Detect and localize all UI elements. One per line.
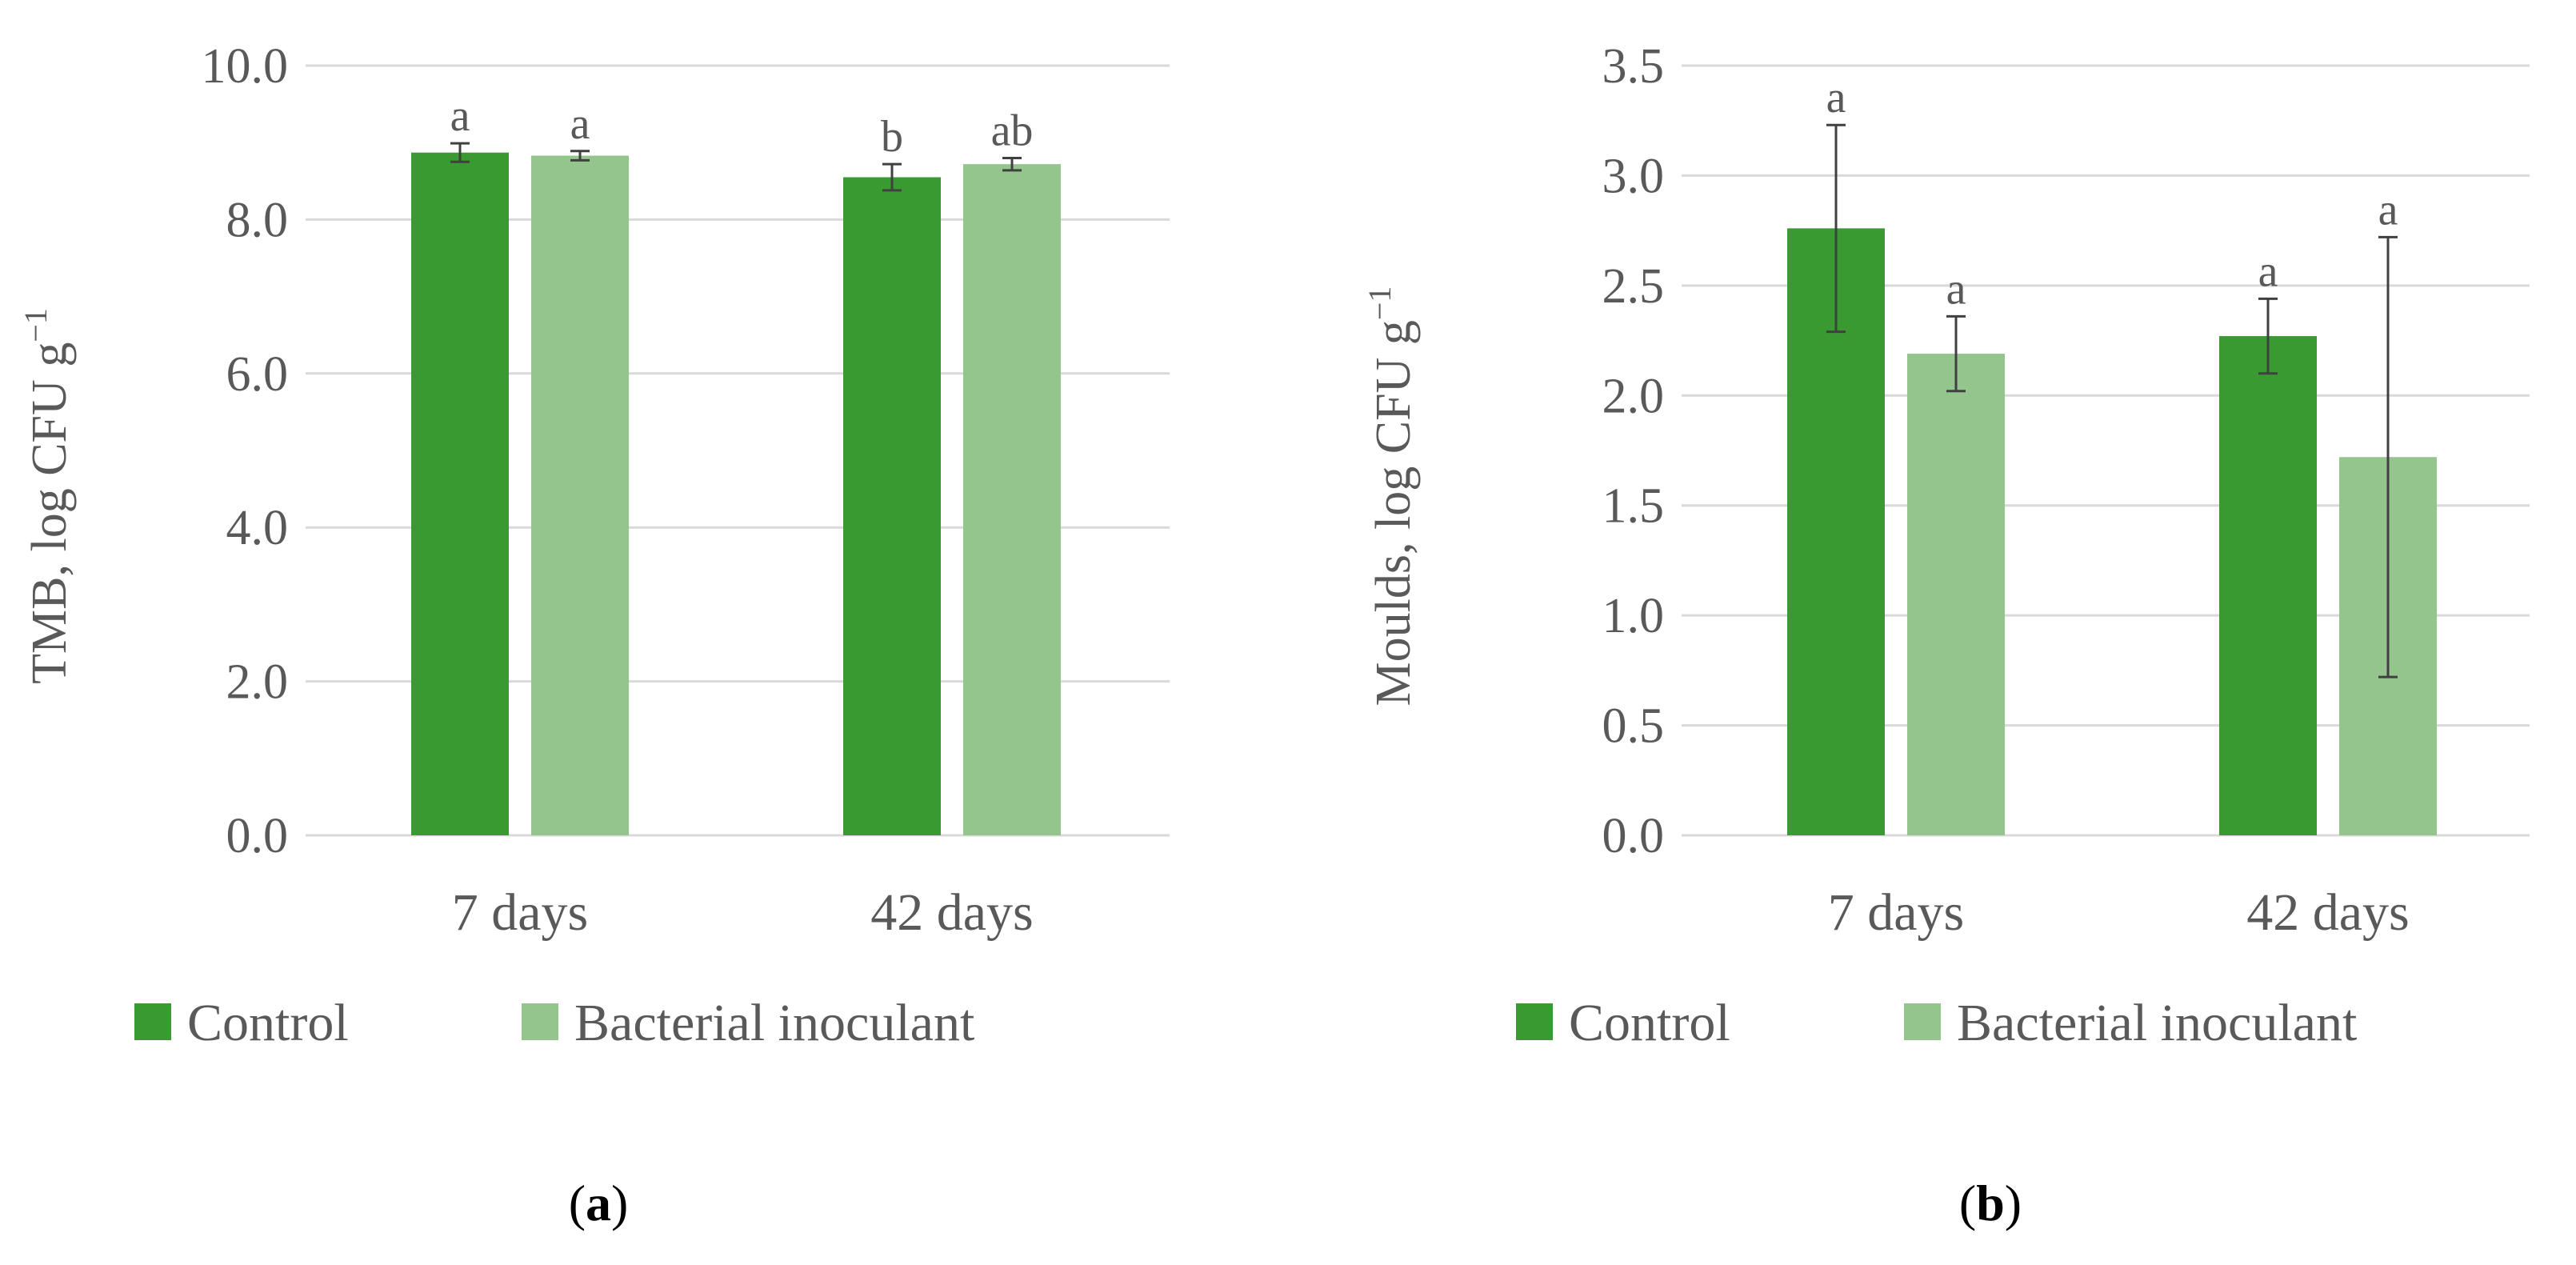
y-tick-label: 8.0 [226, 193, 289, 247]
significance-letter: a [570, 99, 590, 149]
chart-panel-b: 0.0 0.5 1.0 1.5 2.0 2.5 3.0 3.5 Moulds, log CFU … [1362, 39, 2530, 1231]
significance-letter: b [881, 112, 903, 162]
bar-bacterial-inoculant-1 [963, 164, 1061, 836]
significance-letter: a [1946, 264, 1966, 314]
legend-swatch [134, 1003, 171, 1040]
y-tick-label: 0.5 [1602, 699, 1665, 754]
legend-label: Bacterial inoculant [574, 994, 974, 1052]
y-axis-label: TMB, log CFU g−1 [18, 308, 77, 684]
bar-bacterial-inoculant-0 [531, 155, 629, 835]
bar-control-1 [2219, 336, 2317, 835]
bar-control-0 [411, 152, 509, 835]
y-tick-label: 1.5 [1602, 479, 1665, 534]
y-tick-label: 3.5 [1602, 39, 1665, 94]
y-tick-label: 3.0 [1602, 149, 1665, 203]
panel-letter: a [586, 1175, 611, 1231]
y-tick-label: 4.0 [226, 501, 289, 555]
y-tick-label: 6.0 [226, 347, 289, 402]
significance-letter: a [450, 91, 470, 141]
bar-bacterial-inoculant-0 [1907, 354, 2005, 835]
significance-letter: a [2378, 185, 2398, 234]
x-category-label: 42 days [2246, 883, 2409, 942]
x-category-label: 42 days [870, 883, 1033, 942]
panel-letter: b [1976, 1175, 2005, 1231]
legend-swatch [522, 1003, 558, 1040]
legend-label: Bacterial inoculant [1957, 994, 2357, 1052]
y-tick-label: 2.5 [1602, 259, 1665, 314]
y-axis-label-text: Moulds, log CFU g [1366, 320, 1421, 706]
x-category-label: 7 days [452, 883, 588, 942]
y-tick-label: 2.0 [1602, 369, 1665, 423]
y-tick-label: 10.0 [202, 39, 289, 94]
significance-letter: a [2258, 246, 2278, 296]
y-axis-label-superscript: −1 [18, 308, 54, 342]
y-tick-label: 1.0 [1602, 589, 1665, 643]
legend-label: Control [1569, 994, 1730, 1052]
y-axis-label: Moulds, log CFU g−1 [1362, 286, 1421, 707]
y-tick-label: 0.0 [1602, 809, 1665, 863]
panel-label: (b) [1959, 1175, 2022, 1231]
panel-label: (a) [569, 1175, 629, 1231]
legend-swatch [1516, 1003, 1553, 1040]
significance-letter: ab [991, 106, 1034, 155]
y-axis-label-superscript: −1 [1362, 286, 1398, 321]
y-tick-label: 2.0 [226, 655, 289, 710]
y-tick-label: 0.0 [226, 809, 289, 863]
legend-label: Control [187, 994, 349, 1052]
bar-control-1 [843, 177, 941, 836]
x-category-label: 7 days [1828, 883, 1964, 942]
legend-swatch [1904, 1003, 1941, 1040]
y-axis-label-text: TMB, log CFU g [22, 342, 77, 684]
significance-letter: a [1826, 73, 1846, 122]
